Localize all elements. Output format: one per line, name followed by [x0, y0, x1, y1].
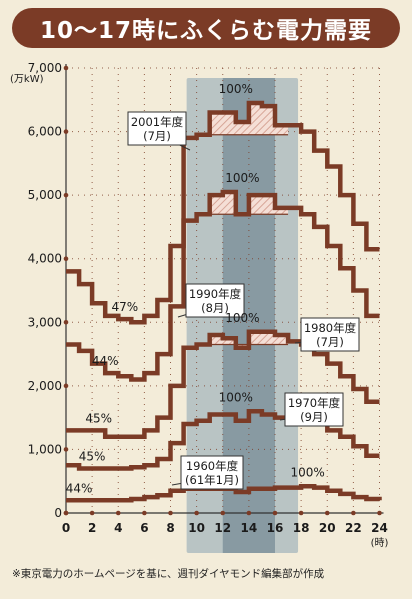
- series-2: 100% 45% 1980年度(7月): [66, 311, 380, 439]
- series-label: 1970年度(9月): [279, 392, 344, 427]
- x-tick-label: 8: [166, 521, 174, 535]
- x-tick-dot: [298, 510, 304, 516]
- series-label: 1960年度(61年1月): [171, 455, 244, 490]
- y-tick-dot: [63, 192, 69, 198]
- series-label: 1990年度(8月): [177, 283, 245, 318]
- x-tick-dot: [168, 510, 173, 516]
- y-tick-dot: [63, 447, 69, 452]
- series-line: [66, 329, 380, 439]
- series-line: [66, 189, 380, 382]
- x-tick-dot: [324, 510, 330, 516]
- x-tick-label: 4: [114, 521, 122, 535]
- series-label: 2001年度(7月): [127, 111, 191, 151]
- peak-hatch-area: [196, 191, 289, 215]
- series-1: 100% 44% 1990年度(8月): [66, 171, 380, 382]
- x-tick-dot: [115, 510, 121, 516]
- label-line-1: 1960年度: [186, 459, 239, 473]
- x-tick-dot: [351, 510, 356, 516]
- title-bar: 10〜17時にふくらむ電力需要: [12, 8, 400, 48]
- series-line: [66, 409, 380, 471]
- label-line-1: 1970年度: [288, 396, 341, 410]
- series-3: 100% 45% 1970年度(9月): [66, 390, 380, 471]
- x-tick-dot: [194, 510, 199, 516]
- label-box: [300, 317, 360, 352]
- y-tick-dot: [63, 256, 69, 262]
- x-tick-dot: [142, 510, 147, 516]
- peak-label: 100%: [219, 82, 253, 96]
- x-tick-label: 12: [214, 521, 231, 535]
- x-tick-label: 20: [319, 521, 336, 535]
- x-tick-label: 18: [293, 521, 310, 535]
- y-unit-label: (万kW): [10, 74, 44, 85]
- x-tick-label: 0: [62, 521, 70, 535]
- label-line-1: 1990年度: [189, 287, 242, 301]
- y-tick-dot: [63, 383, 69, 389]
- x-tick-dot: [220, 510, 226, 516]
- x-tick-dot: [272, 510, 278, 516]
- y-tick-label: 6,000: [28, 125, 62, 139]
- series-4: 100% 44% 1960年度(61年1月): [66, 455, 382, 503]
- x-tick-label: 2: [88, 521, 96, 535]
- x-tick-label: 24: [371, 521, 388, 535]
- x-tick-label: 10: [188, 521, 205, 535]
- peak-label: 100%: [219, 390, 253, 404]
- label-line-2: (8月): [201, 301, 229, 315]
- peak-hatch-area: [196, 102, 289, 135]
- min-label: 47%: [111, 300, 138, 314]
- y-tick-label: 3,000: [28, 315, 62, 329]
- x-tick-dot: [89, 510, 95, 516]
- series-group: 100%47%2001年度(7月)100%44%1990年度(8月)100%45…: [66, 82, 382, 503]
- series-line: [66, 484, 382, 503]
- chart-title: 10〜17時にふくらむ電力需要: [39, 18, 372, 44]
- peak-label: 100%: [225, 171, 259, 185]
- y-tick-label: 1,000: [28, 442, 62, 456]
- x-tick-dot: [246, 510, 252, 516]
- y-tick-dot: [63, 65, 69, 71]
- peak-label: 100%: [291, 465, 325, 479]
- source-note: ※東京電力のホームページを基に、週刊ダイヤモンド編集部が作成: [12, 568, 325, 580]
- label-line-2: (61年1月): [185, 473, 239, 487]
- label-line-2: (7月): [316, 335, 344, 349]
- min-label: 45%: [85, 411, 112, 425]
- min-label: 44%: [92, 354, 119, 368]
- series-0: 100% 47% 2001年度(7月): [66, 82, 380, 325]
- x-tick-label: 6: [140, 521, 148, 535]
- x-tick-label: 14: [241, 521, 258, 535]
- y-tick-label: 0: [54, 506, 62, 520]
- label-line-1: 2001年度: [131, 115, 184, 129]
- label-box: [185, 283, 245, 318]
- label-line-2: (9月): [300, 410, 328, 424]
- x-tick-label: 16: [267, 521, 284, 535]
- label-line-2: (7月): [143, 129, 171, 143]
- y-tick-dot: [63, 129, 69, 134]
- y-tick-label: 5,000: [28, 188, 62, 202]
- y-tick-label: 2,000: [28, 379, 62, 393]
- min-label: 45%: [79, 450, 106, 464]
- x-tick-dot: [63, 510, 69, 516]
- x-tick-label: 22: [345, 521, 362, 535]
- label-box: [127, 111, 187, 146]
- label-line-1: 1980年度: [304, 321, 357, 335]
- x-unit-label: (時): [371, 537, 389, 549]
- y-tick-dot: [63, 319, 69, 325]
- series-label: 1980年度(7月): [294, 317, 360, 352]
- label-box: [284, 392, 344, 427]
- label-box: [180, 455, 244, 490]
- y-tick-label: 7,000: [28, 61, 62, 75]
- x-tick-dot: [377, 510, 382, 516]
- peak-label: 100%: [225, 311, 259, 325]
- min-label: 44%: [66, 481, 93, 495]
- series-line: [66, 100, 380, 325]
- y-tick-label: 4,000: [28, 252, 62, 266]
